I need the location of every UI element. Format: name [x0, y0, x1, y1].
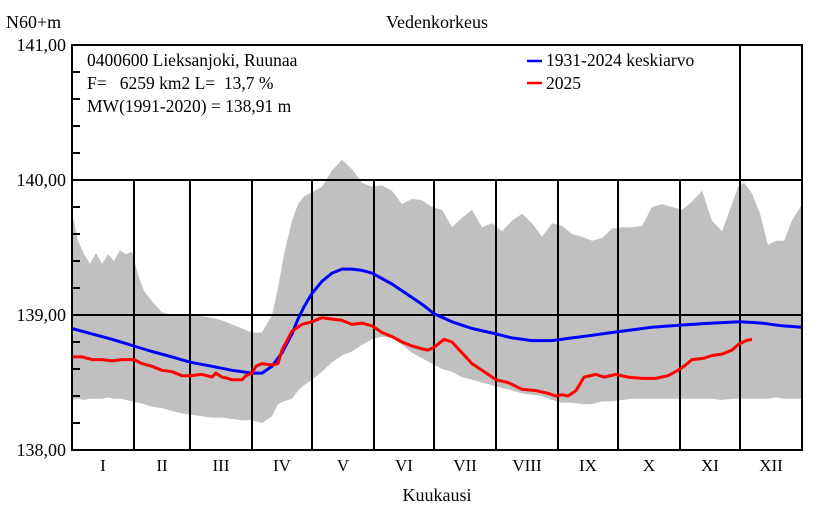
legend-label-current: 2025: [546, 73, 581, 93]
x-tick-label-month: IV: [273, 456, 292, 475]
x-tick-label-month: IX: [579, 456, 597, 475]
x-axis-label: Kuukausi: [403, 485, 472, 505]
y-axis-label: N60+m: [6, 12, 61, 32]
range-band-layer: [72, 159, 802, 423]
info-box: 0400600 Lieksanjoki, Ruunaa F= 6259 km2 …: [87, 50, 298, 116]
range-band: [72, 159, 802, 423]
x-tick-label-month: XII: [759, 456, 783, 475]
x-tick-label-month: V: [337, 456, 350, 475]
series-line-mean: [71, 267, 803, 375]
plot-frame: [71, 44, 803, 451]
y-tick-label: 138,00: [17, 440, 67, 460]
y-tick-label: 141,00: [17, 35, 67, 55]
legend-label-mean: 1931-2024 keskiarvo: [546, 50, 694, 70]
series-line-2025: [72, 316, 753, 398]
station-name: 0400600 Lieksanjoki, Ruunaa: [87, 50, 298, 70]
y-tick-label: 140,00: [17, 170, 67, 190]
x-tick-label-month: II: [156, 456, 168, 475]
x-tick-label-month: VI: [395, 456, 413, 475]
y-tick-label: 139,00: [17, 305, 67, 325]
x-tick-label-month: III: [213, 456, 230, 475]
mean-water-info: MW(1991-2020) = 138,91 m: [87, 96, 292, 116]
series-layer: [71, 267, 803, 398]
area-info: F= 6259 km2 L= 13,7 %: [87, 73, 273, 93]
x-tick-label-month: I: [100, 456, 106, 475]
chart-title: Vedenkorkeus: [386, 12, 488, 32]
x-tick-label-month: VII: [453, 456, 477, 475]
x-tick-label-month: XI: [701, 456, 719, 475]
x-tick-label-month: VIII: [512, 456, 542, 475]
legend: 1931-2024 keskiarvo 2025: [527, 50, 694, 93]
x-tick-label-month: X: [643, 456, 655, 475]
grid-layer: [72, 45, 802, 450]
